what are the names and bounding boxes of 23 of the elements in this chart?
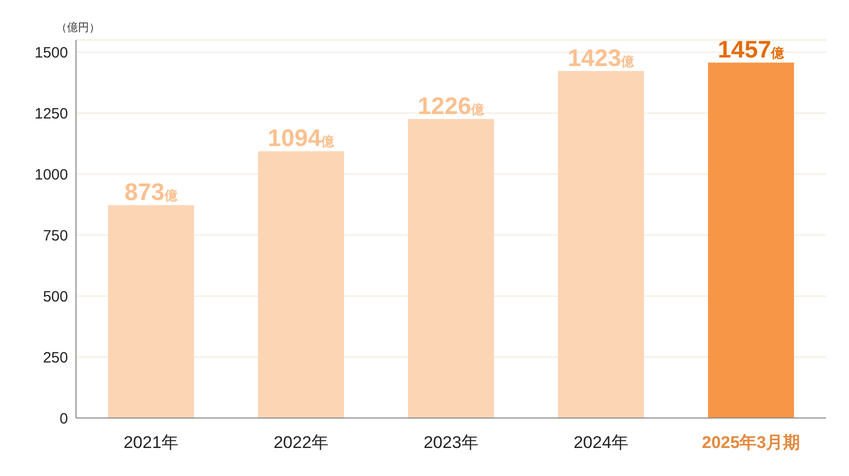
bar bbox=[558, 70, 644, 418]
x-tick-label: 2023年 bbox=[424, 433, 478, 452]
bar bbox=[408, 119, 494, 418]
y-axis-title: （億円） bbox=[56, 20, 100, 35]
y-tick-label: 250 bbox=[42, 349, 68, 366]
data-label: 1094億 bbox=[268, 125, 336, 152]
y-tick-label: 1500 bbox=[34, 44, 68, 62]
x-tick-label: 2024年 bbox=[574, 433, 628, 452]
x-tick-label: 2022年 bbox=[274, 433, 328, 452]
bar bbox=[708, 62, 794, 418]
data-label: 1423億 bbox=[568, 44, 636, 72]
x-tick-label: 2021年 bbox=[124, 433, 178, 452]
y-tick-label: 1000 bbox=[34, 166, 68, 184]
data-label: 1226億 bbox=[418, 93, 486, 120]
bar bbox=[108, 205, 194, 418]
bar bbox=[258, 151, 344, 418]
y-tick-label: 0 bbox=[60, 410, 68, 428]
x-tick-label: 2025年3月期 bbox=[702, 433, 800, 452]
y-tick-label: 750 bbox=[42, 227, 68, 244]
y-tick-label: 1250 bbox=[34, 105, 68, 122]
data-label: 873億 bbox=[124, 179, 179, 206]
data-label: 1457億 bbox=[718, 36, 786, 64]
y-tick-label: 500 bbox=[42, 288, 68, 306]
